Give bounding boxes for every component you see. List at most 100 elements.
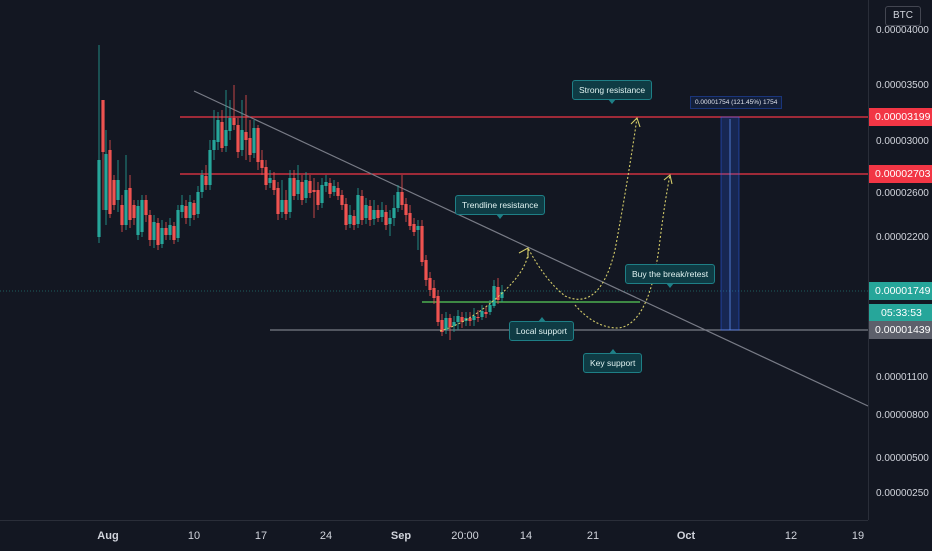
currency-label: BTC bbox=[885, 6, 921, 26]
time-tick-label: 21 bbox=[586, 530, 600, 542]
candle-body bbox=[104, 154, 108, 210]
time-tick-label: 14 bbox=[519, 530, 533, 542]
candle-body bbox=[101, 100, 105, 152]
candle-body bbox=[248, 138, 252, 155]
candle-body bbox=[120, 205, 124, 225]
candle-body bbox=[152, 222, 156, 240]
candle-body bbox=[240, 130, 244, 150]
candle-body bbox=[140, 200, 144, 232]
candle-body bbox=[128, 188, 132, 220]
time-tick-label: 12 bbox=[784, 530, 798, 542]
candle-body bbox=[124, 190, 128, 225]
candle-body bbox=[260, 160, 264, 168]
candle-body bbox=[184, 206, 188, 218]
candle-body bbox=[168, 225, 172, 235]
measure-label: 0.00001754 (121.45%) 1754 bbox=[690, 96, 783, 109]
candle-body bbox=[348, 215, 352, 224]
candle-body bbox=[176, 210, 180, 238]
candle-body bbox=[132, 205, 136, 218]
candle-body bbox=[208, 150, 212, 185]
strong-resistance-callout[interactable]: Strong resistance bbox=[572, 80, 653, 104]
candle-body bbox=[252, 128, 256, 153]
candle-body bbox=[372, 210, 376, 219]
candle-body bbox=[164, 228, 168, 235]
candle-body bbox=[460, 317, 464, 322]
time-tick-label: 19 bbox=[851, 530, 865, 542]
time-tick-label: Oct bbox=[676, 530, 696, 542]
candle-body bbox=[344, 204, 348, 225]
time-tick-label: Aug bbox=[97, 530, 119, 542]
candle-body bbox=[264, 167, 268, 185]
candle-body bbox=[424, 260, 428, 280]
candle-body bbox=[440, 320, 444, 332]
projection-path-resistance bbox=[574, 174, 671, 329]
price-axis[interactable] bbox=[868, 0, 932, 520]
candle-body bbox=[436, 296, 440, 322]
last-price-tag: 0.00001749 bbox=[869, 282, 932, 300]
local-support-callout[interactable]: Local support bbox=[509, 317, 575, 341]
time-axis[interactable] bbox=[0, 520, 868, 551]
candle-body bbox=[244, 132, 248, 140]
candle-body bbox=[468, 318, 472, 321]
candle-body bbox=[320, 185, 324, 203]
candle-body bbox=[408, 213, 412, 226]
candle-body bbox=[420, 226, 424, 262]
candle-body bbox=[292, 178, 296, 196]
candle-body bbox=[288, 178, 292, 212]
candle-body bbox=[352, 216, 356, 225]
trendline-resistance-callout[interactable]: Trendline resistance bbox=[455, 195, 546, 219]
candle-body bbox=[388, 218, 392, 224]
price-tick-label: 0.00000800 bbox=[876, 410, 929, 421]
candle-body bbox=[340, 195, 344, 205]
descending-trendline[interactable] bbox=[193, 90, 868, 407]
candle-body bbox=[236, 125, 240, 152]
price-tick-label: 0.00002600 bbox=[876, 188, 929, 199]
candle-body bbox=[276, 188, 280, 214]
candlestick-series bbox=[97, 45, 504, 340]
projection-arrow-resistance bbox=[663, 173, 673, 185]
chart-canvas[interactable] bbox=[0, 0, 868, 520]
candle-body bbox=[488, 305, 492, 312]
time-tick-label: Sep bbox=[390, 530, 412, 542]
candle-body bbox=[392, 208, 396, 218]
price-tick-label: 0.00004000 bbox=[876, 25, 929, 36]
candle-body bbox=[428, 278, 432, 290]
candle-body bbox=[492, 286, 496, 306]
candle-body bbox=[256, 128, 260, 162]
candle-body bbox=[160, 228, 164, 244]
candle-body bbox=[332, 186, 336, 192]
candle-body bbox=[108, 150, 112, 214]
candle-body bbox=[432, 288, 436, 298]
candle-body bbox=[144, 200, 148, 215]
candle-body bbox=[172, 226, 176, 240]
candle-body bbox=[336, 188, 340, 196]
candle-body bbox=[456, 316, 460, 322]
price-tick-label: 0.00003000 bbox=[876, 136, 929, 147]
candle-body bbox=[416, 226, 420, 230]
key-support-callout[interactable]: Key support bbox=[583, 349, 643, 373]
candle-body bbox=[324, 182, 328, 186]
candle-body bbox=[376, 210, 380, 218]
candle-body bbox=[448, 318, 452, 327]
candle-body bbox=[472, 316, 476, 320]
key-support-price-tag: 0.00001439 bbox=[869, 321, 932, 339]
countdown-tag: 05:33:53 bbox=[869, 304, 932, 322]
candle-body bbox=[220, 122, 224, 148]
candle-body bbox=[356, 195, 360, 224]
projection-arrow-strong bbox=[630, 116, 641, 128]
candle-body bbox=[328, 183, 332, 194]
buy-break-retest-callout[interactable]: Buy the break/retest bbox=[625, 264, 716, 288]
candle-body bbox=[308, 181, 312, 193]
candle-body bbox=[180, 205, 184, 212]
candle-body bbox=[272, 180, 276, 190]
candle-body bbox=[148, 215, 152, 240]
candle-body bbox=[280, 200, 284, 212]
candle-body bbox=[192, 203, 196, 215]
price-tick-label: 0.00000500 bbox=[876, 453, 929, 464]
candle-body bbox=[188, 202, 192, 218]
price-tick-label: 0.00002200 bbox=[876, 232, 929, 243]
time-tick-label: 10 bbox=[187, 530, 201, 542]
candle-body bbox=[364, 205, 368, 218]
time-tick-label: 20:00 bbox=[451, 530, 479, 542]
candle-body bbox=[384, 212, 388, 225]
